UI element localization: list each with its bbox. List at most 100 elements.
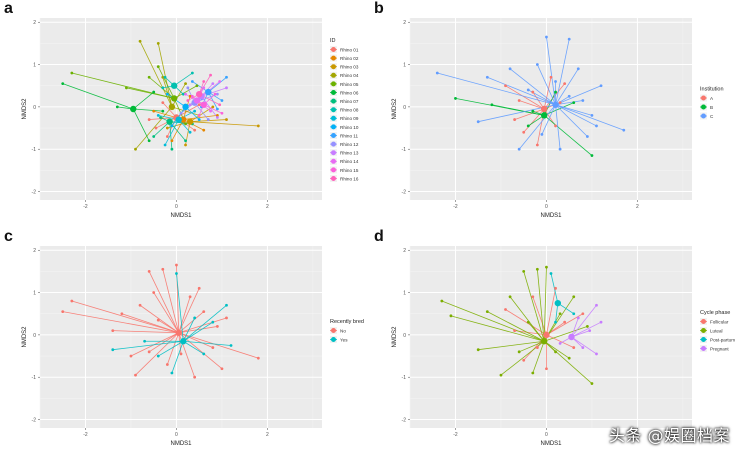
data-point (485, 75, 489, 79)
data-point (449, 314, 453, 318)
spider-line (169, 121, 173, 150)
data-point (193, 109, 197, 113)
data-point (190, 94, 194, 98)
spider-line (523, 108, 545, 133)
panel-letter: c (4, 228, 13, 245)
legend-title: ID (330, 38, 336, 44)
data-point (211, 346, 215, 349)
spider-line (536, 64, 556, 105)
data-point (147, 139, 151, 143)
data-point (143, 339, 147, 343)
data-point (590, 382, 594, 385)
data-point (159, 116, 162, 119)
legend-key-dot (331, 328, 336, 333)
y-axis-title: NMDS2 (392, 326, 398, 348)
data-point (225, 316, 228, 320)
data-point (197, 118, 201, 121)
data-point (179, 352, 183, 356)
data-point (225, 118, 228, 121)
plot-background (410, 18, 692, 200)
data-point (504, 308, 507, 311)
legend-key-dot (331, 98, 336, 104)
spider-line (178, 311, 205, 334)
y-axis-title: NMDS2 (392, 98, 398, 120)
spider-line (183, 119, 204, 131)
centroid-point (195, 90, 203, 98)
legend-label: Rhino 10 (340, 125, 359, 130)
data-point (186, 86, 190, 90)
data-point (170, 371, 174, 375)
centroid-point (175, 329, 182, 336)
spider-line (491, 104, 545, 116)
data-point (526, 320, 530, 324)
data-point (535, 63, 539, 66)
data-point (567, 356, 571, 360)
data-point (190, 71, 194, 75)
x-tick-label: -2 (453, 432, 458, 438)
y-tick-label: 1 (403, 291, 406, 297)
spider-line (164, 119, 180, 146)
spider-line (158, 340, 184, 357)
panel-letter: b (374, 0, 384, 17)
data-point (572, 312, 576, 316)
legend-label: Rhino 08 (340, 108, 359, 113)
legend-label: A (710, 96, 714, 101)
data-point (156, 354, 160, 358)
spider-line (178, 296, 191, 333)
legend-label: Rhino 06 (340, 90, 359, 95)
spider-line (505, 309, 547, 336)
data-point (209, 73, 212, 77)
data-point (220, 111, 224, 115)
data-point (156, 113, 160, 117)
x-tick-label: 2 (636, 432, 639, 438)
data-point (156, 41, 160, 45)
data-point (522, 269, 526, 273)
spider-line (157, 43, 173, 107)
legend-label: Rhino 14 (340, 159, 359, 164)
data-point (545, 265, 548, 269)
data-point (202, 310, 206, 314)
data-point (184, 143, 187, 147)
y-tick-label: -1 (32, 375, 37, 381)
y-tick-label: 2 (403, 248, 406, 254)
data-point (165, 363, 169, 366)
nmds-plot-d: -2 0 2 -2 -1 0 1 2 NMDS1 NMDS2 Cycle phase Follicul… (392, 246, 735, 447)
legend-key-dot (701, 95, 706, 101)
data-point (184, 139, 187, 143)
x-tick-label: 0 (545, 432, 548, 438)
data-point (558, 101, 562, 105)
data-point (147, 350, 151, 354)
data-point (531, 109, 535, 113)
data-point (517, 147, 521, 151)
data-point (70, 299, 74, 303)
data-point (138, 303, 142, 307)
data-point (554, 320, 557, 324)
data-point (549, 75, 553, 79)
data-point (152, 109, 156, 113)
centroid-point (168, 103, 176, 111)
legend-key-dot (331, 150, 336, 156)
legend-label: Follicular (710, 319, 729, 324)
centroid-point (182, 103, 189, 111)
y-axis-title: NMDS2 (22, 326, 28, 348)
spider-line (523, 271, 545, 342)
data-point (209, 109, 212, 113)
spider-line (178, 332, 213, 348)
legend-label: Rhino 04 (340, 73, 359, 78)
spider-line (201, 87, 227, 97)
data-point (517, 350, 521, 354)
data-point (225, 75, 228, 79)
spider-line (203, 104, 223, 114)
data-point (622, 128, 626, 132)
legend-label: Rhino 01 (340, 47, 359, 52)
spider-line (450, 315, 545, 342)
legend-key-dot (331, 55, 336, 61)
spider-line (478, 340, 545, 351)
data-point (535, 267, 539, 271)
legend-key-dot (331, 158, 336, 164)
spider-line (555, 85, 602, 106)
x-tick-label: 2 (266, 432, 269, 438)
data-layer (435, 35, 626, 157)
panel-a: a -2 0 2 -2 -1 0 1 2 NMDS1 NMDS2 ID Rhino 01 Rhino 0… (0, 0, 370, 228)
spider-line (571, 330, 590, 338)
